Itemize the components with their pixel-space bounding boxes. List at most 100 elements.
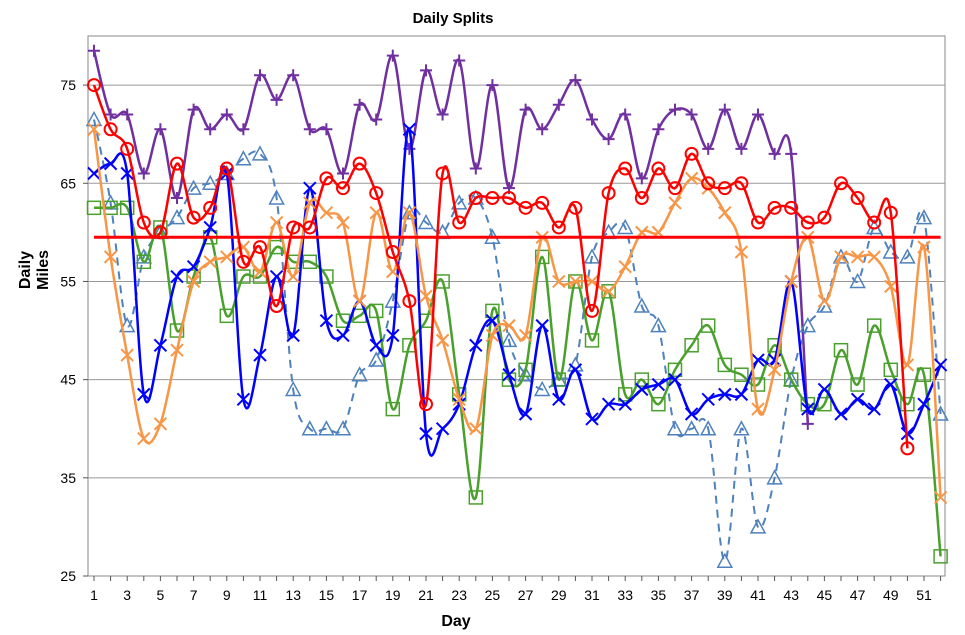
data-point <box>336 181 350 196</box>
data-point <box>118 317 136 333</box>
data-point <box>552 274 566 289</box>
data-point <box>153 338 168 352</box>
data-point <box>884 279 898 294</box>
x-tick-label: 19 <box>385 587 401 603</box>
data-point <box>236 392 251 406</box>
data-point <box>718 103 731 116</box>
data-point <box>601 397 616 411</box>
data-point <box>883 362 899 378</box>
data-point <box>700 318 716 333</box>
y-tick-label: 45 <box>60 372 76 388</box>
data-point <box>319 171 334 186</box>
data-point <box>386 49 399 62</box>
x-tick-label: 7 <box>190 587 198 603</box>
data-point <box>136 215 151 230</box>
data-point <box>103 250 118 264</box>
data-point <box>633 297 651 313</box>
data-point <box>318 420 335 436</box>
data-point <box>153 417 168 431</box>
data-point <box>867 402 881 416</box>
data-point <box>436 108 449 121</box>
data-point <box>651 396 666 412</box>
data-point <box>551 220 566 235</box>
data-point <box>850 250 865 264</box>
x-tick-label: 45 <box>817 587 833 603</box>
data-point <box>534 249 550 265</box>
data-point <box>352 294 367 308</box>
data-point <box>251 145 269 161</box>
data-point <box>783 372 799 387</box>
x-tick-label: 9 <box>223 587 231 603</box>
data-point <box>187 103 200 116</box>
data-point <box>120 141 135 156</box>
data-point <box>601 284 616 298</box>
data-point <box>253 348 267 362</box>
data-point <box>485 328 500 343</box>
data-point <box>170 269 184 284</box>
data-point <box>685 108 698 121</box>
data-point <box>170 156 184 171</box>
data-point <box>651 377 666 392</box>
data-point <box>535 195 550 210</box>
data-point <box>884 377 898 392</box>
data-point <box>668 181 682 196</box>
data-point <box>453 54 466 67</box>
data-point <box>551 372 567 387</box>
data-point <box>635 172 648 185</box>
data-point <box>254 69 266 82</box>
data-point <box>87 78 101 93</box>
data-point <box>336 215 350 230</box>
data-point <box>319 314 334 328</box>
data-point <box>485 314 500 328</box>
data-point <box>684 407 699 421</box>
y-tick-label: 65 <box>60 175 76 191</box>
data-point <box>767 338 782 353</box>
data-point <box>518 362 533 378</box>
data-point <box>734 387 749 402</box>
data-point <box>535 318 549 333</box>
data-point <box>353 98 366 111</box>
data-point <box>584 333 600 348</box>
data-point <box>286 269 300 284</box>
data-point <box>667 362 683 378</box>
data-point <box>650 317 667 333</box>
data-point <box>734 245 749 259</box>
data-point <box>735 142 748 155</box>
y-tick-label: 35 <box>60 470 76 486</box>
data-point <box>369 338 383 352</box>
data-point <box>287 69 300 82</box>
data-point <box>435 333 450 348</box>
data-point <box>386 328 400 343</box>
data-point <box>154 123 167 136</box>
data-point <box>617 387 633 402</box>
data-point <box>337 167 349 180</box>
data-point <box>370 113 383 126</box>
data-point <box>186 274 201 289</box>
data-point <box>171 192 183 204</box>
data-point <box>486 79 499 92</box>
data-point <box>801 417 814 430</box>
data-point <box>170 343 184 357</box>
data-point <box>185 179 202 195</box>
x-tick-label: 47 <box>850 587 866 603</box>
data-point <box>469 422 483 436</box>
x-tick-label: 5 <box>157 587 165 603</box>
data-point <box>452 215 467 230</box>
x-tick-label: 35 <box>651 587 667 603</box>
data-point <box>616 218 634 235</box>
data-point <box>417 213 435 230</box>
data-point <box>801 402 815 416</box>
data-point <box>237 123 250 136</box>
data-point <box>469 162 482 175</box>
data-point <box>817 382 832 397</box>
data-point <box>302 254 318 270</box>
data-point <box>220 108 233 121</box>
x-tick-label: 27 <box>518 587 534 603</box>
data-point <box>850 377 865 392</box>
data-point <box>469 338 483 352</box>
data-point <box>850 392 865 406</box>
data-point <box>270 93 283 106</box>
data-point <box>568 200 583 215</box>
data-point <box>716 552 734 569</box>
